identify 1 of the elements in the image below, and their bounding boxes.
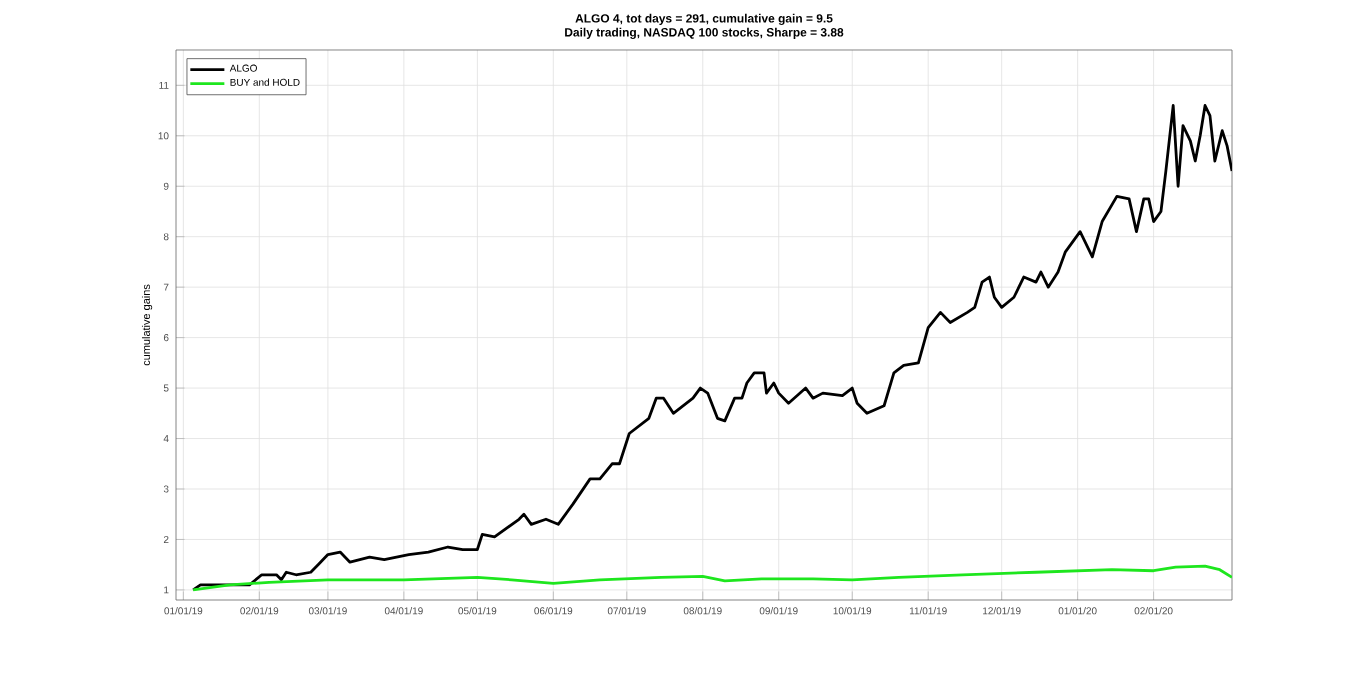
line-series [191,564,1233,592]
